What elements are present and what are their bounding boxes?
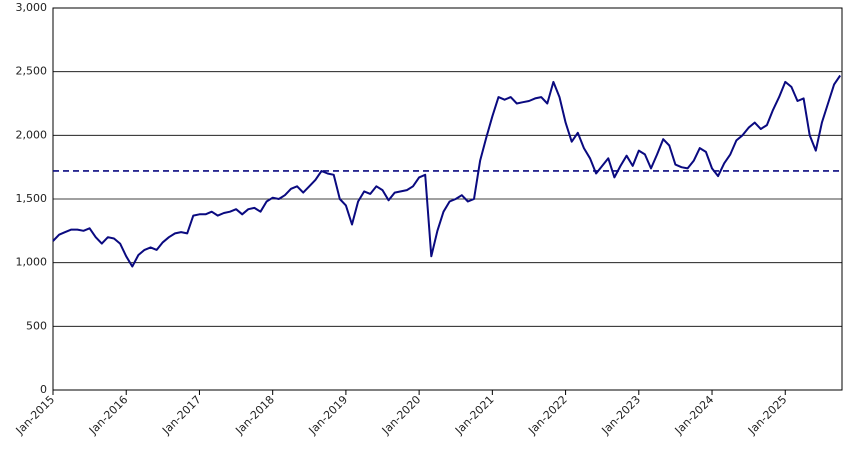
x-tick-label: Jan-2017 [159,393,203,437]
y-tick-label: 3,000 [16,1,48,14]
x-tick-label: Jan-2018 [232,393,276,437]
plot-frame [52,7,843,391]
data-line [52,74,842,268]
x-tick-label: Jan-2022 [525,393,569,437]
y-tick-label: 1,500 [16,192,48,205]
x-tick-label: Jan-2024 [672,393,716,437]
y-tick-label: 0 [40,383,47,396]
x-tick-label: Jan-2021 [452,393,496,437]
y-tick-label: 2,000 [16,128,48,141]
y-tick-label: 2,500 [16,65,48,78]
x-tick-label: Jan-2025 [745,393,789,437]
x-tick-label: Jan-2020 [379,393,423,437]
x-tick-label: Jan-2015 [13,393,57,437]
x-tick-label: Jan-2023 [599,393,643,437]
x-tick-label: Jan-2019 [306,393,350,437]
y-tick-label: 500 [26,319,47,332]
y-tick-label: 1,000 [16,256,48,269]
x-tick-label: Jan-2016 [86,393,130,437]
